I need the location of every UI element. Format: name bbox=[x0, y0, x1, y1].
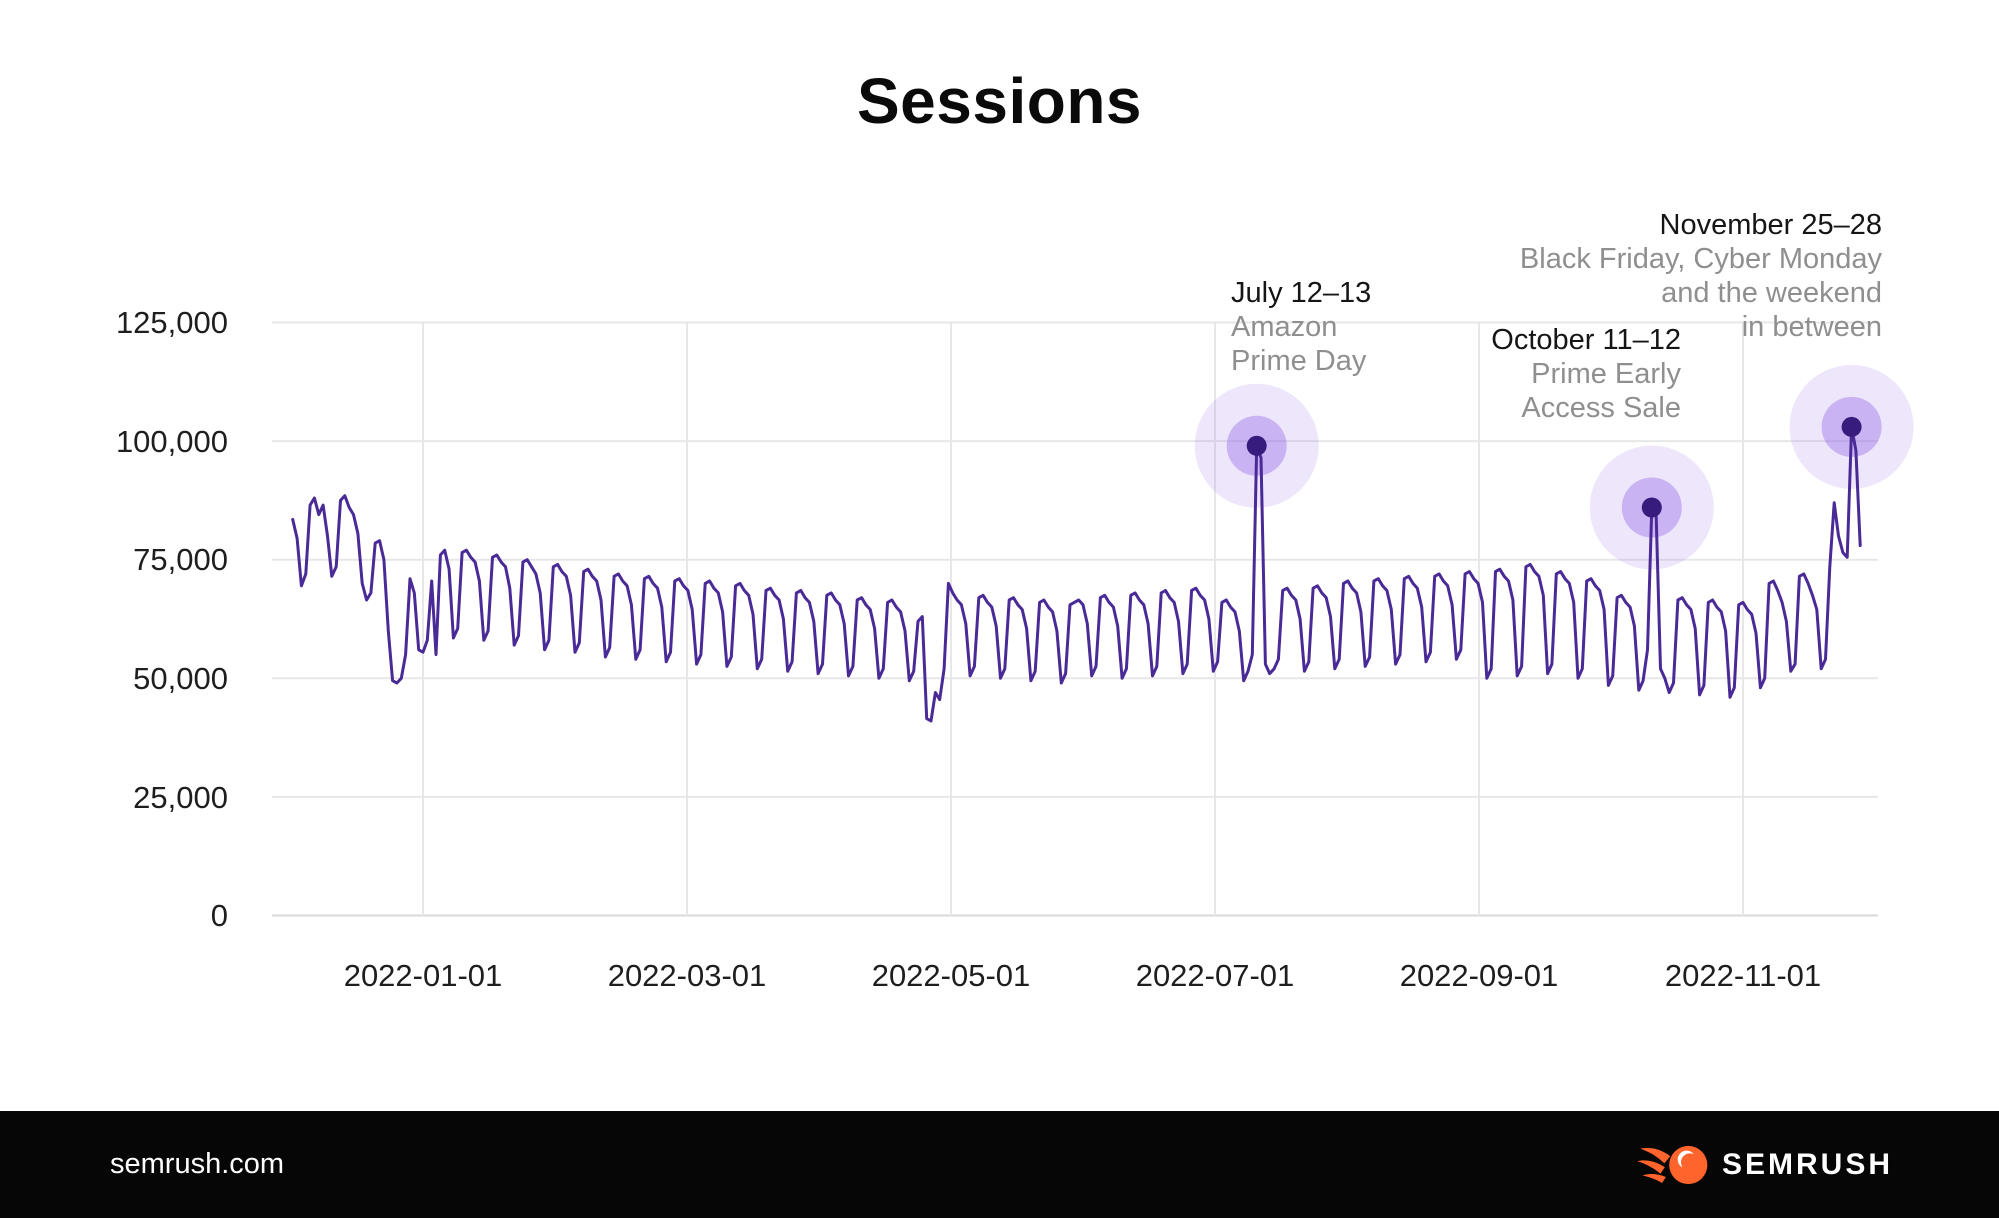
annotation-title: November 25–28 bbox=[1659, 209, 1882, 241]
y-tick-label: 75,000 bbox=[133, 542, 228, 577]
annotation-amazon-prime-day: July 12–13 Amazon Prime Day bbox=[1231, 276, 1371, 378]
semrush-wordmark: SEMRUSH bbox=[1721, 1147, 1893, 1181]
x-tick-label: 2022-07-01 bbox=[1136, 958, 1295, 993]
annotation-line: Amazon bbox=[1231, 311, 1338, 343]
y-tick-label: 0 bbox=[211, 898, 228, 933]
annotation-line: Prime Day bbox=[1231, 345, 1367, 377]
x-axis-labels: 2022-01-01 2022-03-01 2022-05-01 2022-07… bbox=[344, 958, 1821, 993]
annotation-black-friday: November 25–28 Black Friday, Cyber Monda… bbox=[1520, 208, 1882, 344]
annotation-title: October 11–12 bbox=[1491, 324, 1681, 356]
y-tick-label: 100,000 bbox=[116, 424, 228, 459]
y-axis-labels: 125,000 100,000 75,000 50,000 25,000 0 bbox=[116, 305, 228, 933]
annotation-line: Black Friday, Cyber Monday bbox=[1519, 243, 1882, 275]
annotation-prime-early-access: October 11–12 Prime Early Access Sale bbox=[1491, 323, 1681, 425]
x-tick-label: 2022-01-01 bbox=[344, 958, 503, 993]
semrush-flame-icon bbox=[1636, 1145, 1708, 1184]
gridlines bbox=[272, 321, 1878, 917]
highlight-dot bbox=[1841, 416, 1862, 437]
y-tick-label: 125,000 bbox=[116, 305, 228, 340]
y-tick-label: 25,000 bbox=[133, 780, 228, 815]
annotation-line: and the weekend bbox=[1661, 277, 1882, 309]
highlight-dot bbox=[1246, 435, 1267, 456]
x-tick-label: 2022-05-01 bbox=[872, 958, 1031, 993]
y-tick-label: 50,000 bbox=[133, 661, 228, 696]
sessions-chart: 125,000 100,000 75,000 50,000 25,000 0 2… bbox=[116, 305, 1914, 993]
footer-site-url: semrush.com bbox=[110, 1148, 285, 1180]
x-tick-label: 2022-11-01 bbox=[1665, 958, 1821, 993]
annotation-line: Prime Early bbox=[1531, 358, 1681, 390]
highlight-dot bbox=[1641, 497, 1662, 518]
annotation-line: Access Sale bbox=[1521, 392, 1681, 424]
x-tick-label: 2022-09-01 bbox=[1400, 958, 1559, 993]
chart-title: Sessions bbox=[856, 65, 1143, 137]
semrush-logo: SEMRUSH bbox=[1636, 1144, 1893, 1186]
highlight-dots bbox=[1246, 416, 1862, 518]
annotation-title: July 12–13 bbox=[1231, 277, 1372, 309]
sessions-line bbox=[291, 425, 1862, 723]
x-tick-label: 2022-03-01 bbox=[608, 958, 767, 993]
footer-bar: semrush.com SEMRUSH bbox=[0, 1111, 1999, 1218]
annotation-line: in between bbox=[1741, 311, 1882, 343]
